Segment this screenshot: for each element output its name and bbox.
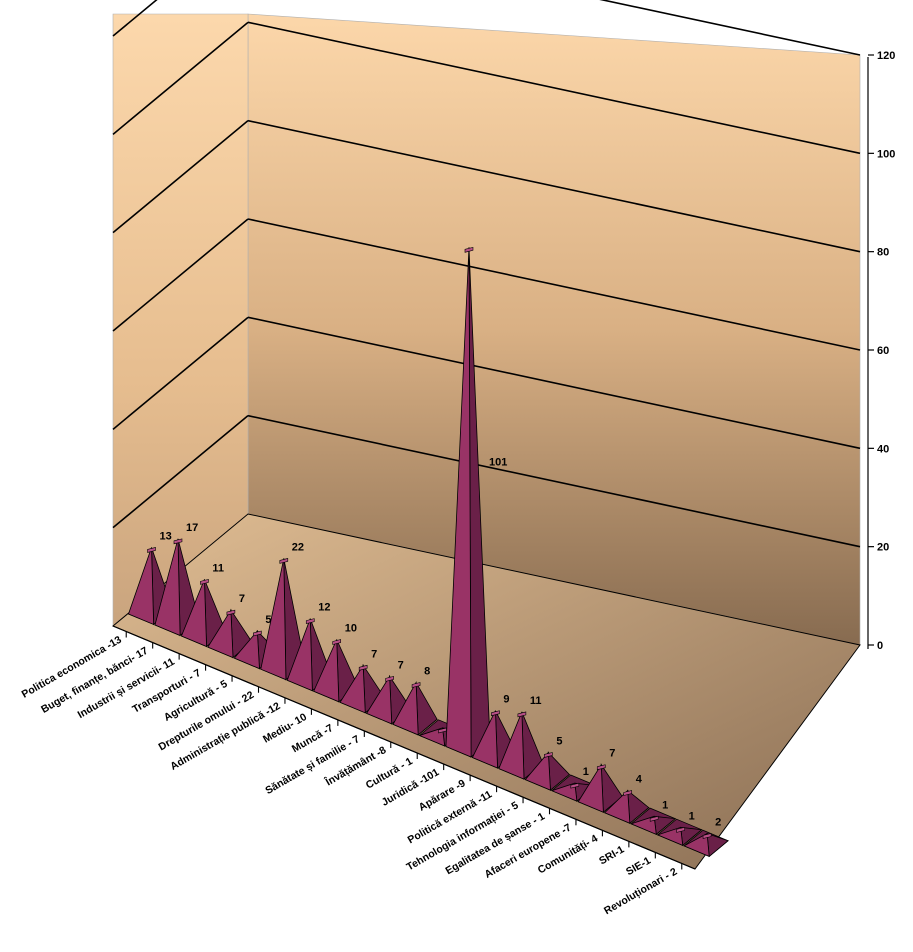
bar-pyramid <box>656 818 703 847</box>
gridline-side <box>112 218 249 332</box>
data-label: 101 <box>489 456 507 468</box>
data-label: 8 <box>424 665 430 677</box>
bar-pyramid <box>392 681 438 736</box>
bar-pyramid <box>683 829 729 858</box>
gridline-side <box>112 21 249 135</box>
y-tick-label: 40 <box>877 443 889 455</box>
y-tick-label: 100 <box>877 148 895 160</box>
y-tick-label: 60 <box>877 345 889 357</box>
gridline-side <box>112 316 249 430</box>
data-label: 7 <box>398 659 404 671</box>
gridline-back <box>247 414 861 548</box>
bar-pyramid <box>524 751 571 791</box>
gridline-back <box>247 316 861 450</box>
bar-pyramid <box>180 578 227 648</box>
x-tick-label: SRI-1 <box>597 844 626 868</box>
gridline-side <box>112 0 158 37</box>
data-label: 13 <box>160 530 172 542</box>
data-label: 9 <box>503 694 509 706</box>
data-label: 7 <box>371 648 377 660</box>
bar-pyramid <box>603 789 650 825</box>
bar-pyramid <box>445 246 491 758</box>
data-label: 4 <box>636 774 643 786</box>
data-label: 12 <box>318 602 330 614</box>
data-label: 11 <box>530 695 542 707</box>
gridline-back <box>599 0 861 56</box>
data-label: 7 <box>239 593 245 605</box>
data-label: 1 <box>583 766 589 778</box>
data-label: 17 <box>186 522 198 534</box>
bar-pyramid <box>629 807 677 836</box>
bar-pyramid <box>339 663 385 714</box>
gridline-back <box>247 218 861 351</box>
y-tick-label: 80 <box>877 247 889 259</box>
data-label: 2 <box>715 816 721 828</box>
gridline-back <box>247 119 861 253</box>
data-label: 5 <box>265 614 271 626</box>
x-tick-label: Revoluționari - 2 <box>602 866 679 918</box>
y-tick-label: 120 <box>877 50 895 62</box>
gridline-side <box>112 415 249 529</box>
gridlines <box>112 0 861 548</box>
y-tick-label: 0 <box>877 640 883 652</box>
data-label: 5 <box>556 735 562 747</box>
data-label: 10 <box>345 623 357 635</box>
bar-pyramid <box>498 711 544 780</box>
x-tick-label: SIE-1 <box>624 855 653 879</box>
data-label: 1 <box>662 799 668 811</box>
data-label: 22 <box>292 541 304 553</box>
gridline-side <box>112 120 249 234</box>
y-axis: 0 20 40 60 80 100 120 <box>867 50 895 652</box>
chart-walls <box>112 13 861 646</box>
data-label: 7 <box>609 748 615 760</box>
data-label: 1 <box>689 810 695 822</box>
data-label: 11 <box>212 562 224 574</box>
gridline-back <box>247 21 861 155</box>
y-tick-label: 20 <box>877 542 889 554</box>
